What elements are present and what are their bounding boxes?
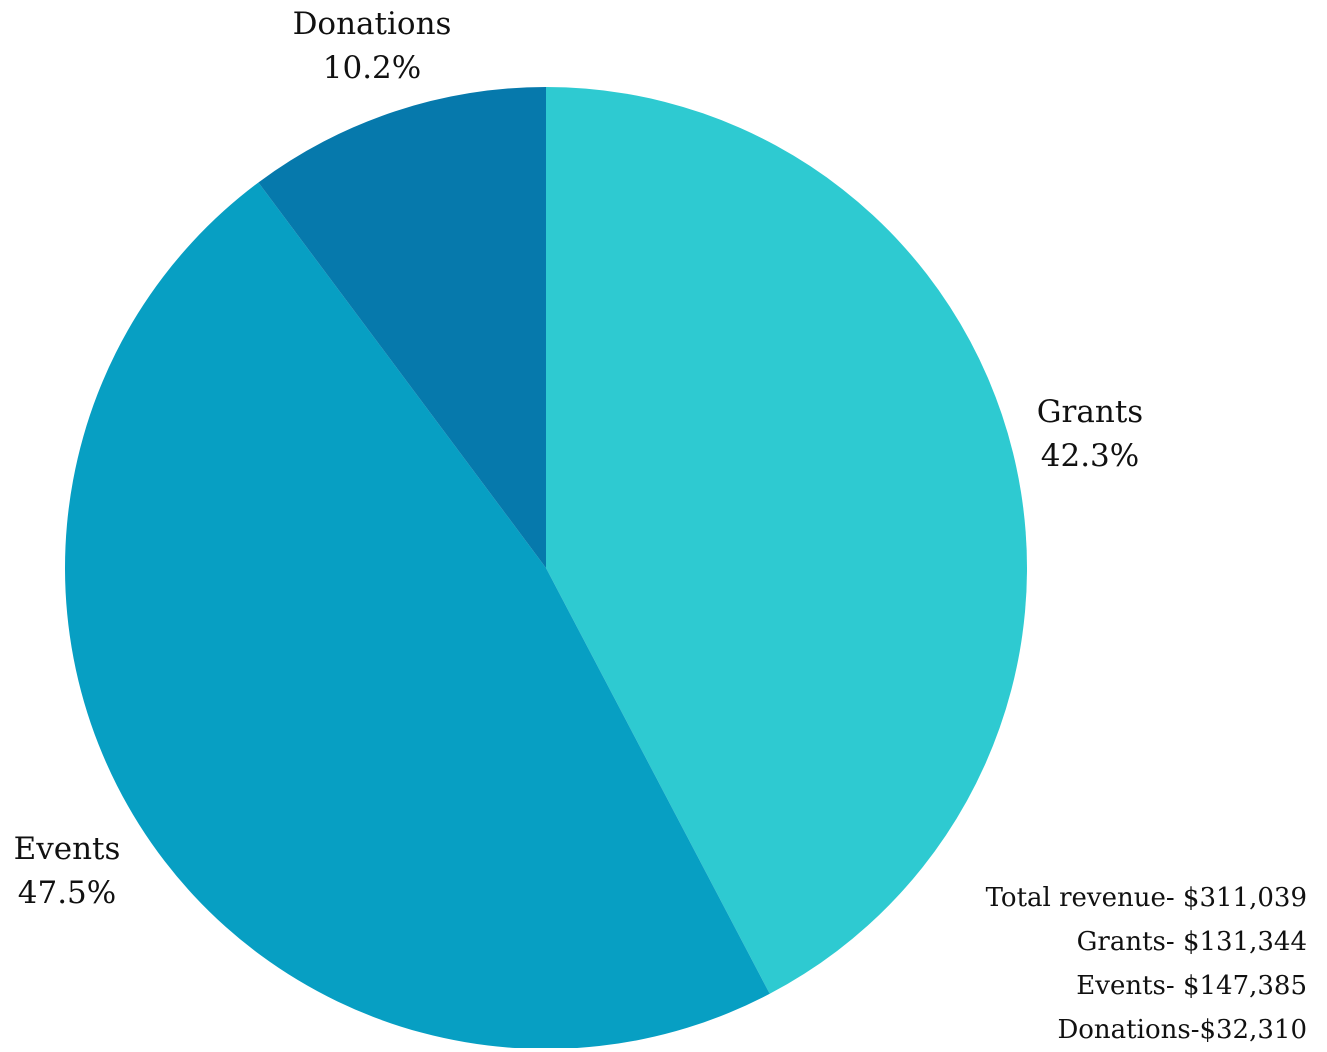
summary-grants: Grants- $131,344 xyxy=(1076,927,1307,957)
slice-name-grants: Grants xyxy=(1036,394,1144,430)
slice-label-donations: Donations 10.2% xyxy=(293,2,452,90)
slice-name-events: Events xyxy=(13,831,121,867)
slice-name-donations: Donations xyxy=(292,6,452,42)
summary-total: Total revenue- $311,039 xyxy=(985,883,1307,913)
revenue-summary: Total revenue- $311,039 Grants- $131,344… xyxy=(986,876,1307,1052)
pie-slices xyxy=(65,87,1028,1048)
pie-slice-donations xyxy=(258,87,546,568)
summary-donations: Donations-$32,310 xyxy=(1057,1015,1307,1045)
slice-label-events: Events 47.5% xyxy=(14,827,121,915)
slice-percent-events: 47.5% xyxy=(17,875,117,911)
slice-label-grants: Grants 42.3% xyxy=(1037,390,1143,478)
slice-percent-grants: 42.3% xyxy=(1040,438,1140,474)
pie-slice-events xyxy=(65,182,770,1048)
slice-percent-donations: 10.2% xyxy=(322,50,422,86)
pie-slice-grants xyxy=(546,87,1028,994)
summary-events: Events- $147,385 xyxy=(1076,971,1307,1001)
